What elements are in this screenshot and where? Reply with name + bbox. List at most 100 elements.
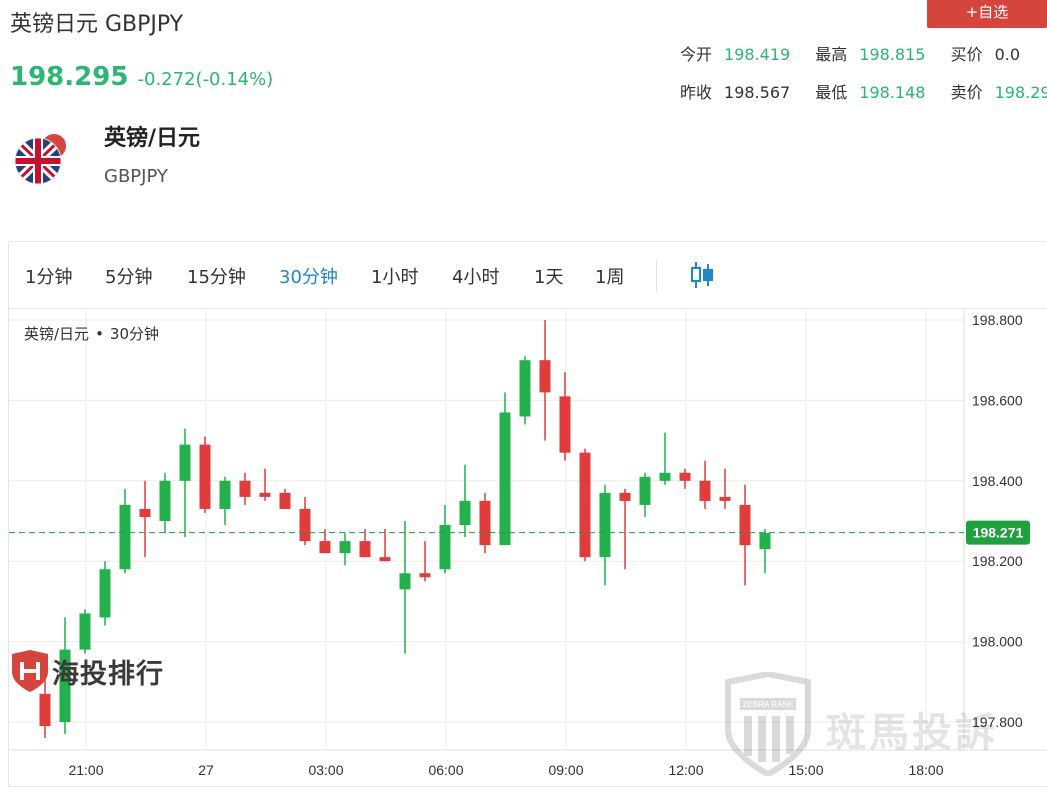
stat-label: 卖价 [950, 83, 983, 102]
candle-body [559, 396, 571, 453]
stat-prev-close: 昨收 198.567 [680, 82, 810, 104]
y-tick-label: 198.400 [972, 473, 1023, 489]
chart-grid [9, 310, 964, 750]
watermark-left: 海投排行 [52, 659, 164, 690]
zebra-shield-icon: ZEBRA RANK [725, 672, 811, 776]
tab-5min[interactable]: 5分钟 [105, 267, 153, 288]
symbol-code: GBPJPY [104, 166, 168, 187]
y-tick-label: 198.800 [972, 312, 1023, 328]
candle-body [139, 508, 151, 517]
stat-value: 0.0 [994, 45, 1021, 64]
x-tick-label: 18:00 [908, 762, 943, 778]
candlestick-icon[interactable] [689, 260, 715, 290]
price-change: -0.272(-0.14%) [137, 69, 274, 90]
stat-label: 最低 [815, 83, 848, 102]
watermark-right: 斑馬投訴 [826, 710, 998, 756]
candle-body [439, 525, 451, 570]
candle-body [99, 569, 111, 618]
tab-1d[interactable]: 1天 [534, 267, 564, 288]
toolbar-divider [656, 260, 657, 292]
candle-body [499, 412, 511, 546]
price-summary: 198.295 -0.272(-0.14%) [10, 62, 273, 92]
candle-body [479, 500, 491, 546]
stat-ask: 卖价 198.29 [951, 82, 1047, 104]
candle-body [239, 480, 251, 497]
current-price-label: 198.271 [973, 525, 1024, 541]
candle-body [119, 504, 131, 570]
y-tick-label: 198.600 [972, 392, 1023, 408]
candle-body [759, 533, 771, 550]
candle-body [39, 693, 51, 727]
candle-body [379, 557, 391, 562]
candle-body [599, 492, 611, 558]
candle-body [639, 476, 651, 505]
x-tick-label: 21:00 [68, 762, 103, 778]
candle-body [79, 613, 91, 650]
stat-value: 198.815 [859, 45, 926, 64]
y-tick-label: 197.800 [972, 714, 1023, 730]
candle-body [519, 360, 531, 417]
candle-body [59, 649, 71, 722]
stat-label: 最高 [815, 45, 848, 64]
stat-value: 198.29 [994, 83, 1047, 102]
y-tick-label: 198.200 [972, 553, 1023, 569]
chart-legend: 英镑/日元 • 30分钟 [24, 323, 159, 344]
candle-body [219, 480, 231, 509]
x-tick-label: 06:00 [428, 762, 463, 778]
candle-body [259, 492, 271, 497]
tab-1min[interactable]: 1分钟 [25, 267, 73, 288]
candle-body [419, 573, 431, 578]
legend-symbol: 英镑/日元 [24, 325, 90, 343]
candle-body [539, 360, 551, 393]
timeframe-toolbar: 1分钟 5分钟 15分钟 30分钟 1小时 4小时 1天 1周 [9, 242, 1047, 309]
y-tick-label: 198.000 [972, 634, 1023, 650]
stat-label: 今开 [680, 45, 713, 64]
candle-body [179, 444, 191, 481]
tab-4h[interactable]: 4小时 [452, 267, 500, 288]
stat-bid: 买价 0.0 [951, 44, 1040, 66]
last-price: 198.295 [10, 62, 129, 92]
candle-body [359, 541, 371, 558]
stats-row-2: 昨收 198.567 最低 198.148 卖价 198.29 [680, 82, 1047, 120]
tab-30min[interactable]: 30分钟 [279, 267, 338, 288]
x-tick-label: 12:00 [668, 762, 703, 778]
x-tick-label: 09:00 [548, 762, 583, 778]
candle-body [679, 472, 691, 481]
stat-value: 198.148 [859, 83, 926, 102]
x-tick-label: 15:00 [788, 762, 823, 778]
candles [39, 320, 771, 739]
quote-stats: 今开 198.419 最高 198.815 买价 0.0 昨收 198.567 最低 19… [680, 44, 1047, 120]
stats-row-1: 今开 198.419 最高 198.815 买价 0.0 [680, 44, 1047, 82]
add-watchlist-button[interactable]: +自选 [927, 0, 1047, 28]
tab-15min[interactable]: 15分钟 [187, 267, 246, 288]
candle-body [299, 508, 311, 542]
legend-interval: 30分钟 [109, 325, 160, 343]
candle-body [719, 496, 731, 501]
stat-open: 今开 198.419 [680, 44, 810, 66]
legend-separator: • [95, 325, 104, 343]
x-tick-label: 27 [198, 762, 214, 778]
zebra-badge-text: ZEBRA RANK [743, 700, 794, 709]
candle-body [579, 452, 591, 558]
stat-value: 198.419 [724, 45, 791, 64]
uk-flag-icon [14, 134, 66, 185]
symbol-name: 英镑/日元 [104, 126, 201, 151]
candle-body [199, 444, 211, 509]
candle-body [619, 492, 631, 501]
candle-body [739, 504, 751, 546]
candle-body [659, 472, 671, 481]
stat-label: 买价 [950, 45, 983, 64]
stat-value: 198.567 [724, 83, 791, 102]
tab-1h[interactable]: 1小时 [371, 267, 419, 288]
x-tick-label: 03:00 [308, 762, 343, 778]
candle-body [279, 492, 291, 509]
candle-body [699, 480, 711, 501]
current-price-tag [966, 520, 1030, 545]
haitou-logo-icon [12, 650, 48, 692]
stat-high: 最高 198.815 [815, 44, 945, 66]
chart-axes: 198.800 198.600 198.400 198.200 198.000 197.8… [9, 310, 1047, 778]
tab-1w[interactable]: 1周 [595, 267, 625, 288]
page-title: 英镑日元 GBPJPY [10, 12, 184, 37]
candle-body [319, 541, 331, 554]
